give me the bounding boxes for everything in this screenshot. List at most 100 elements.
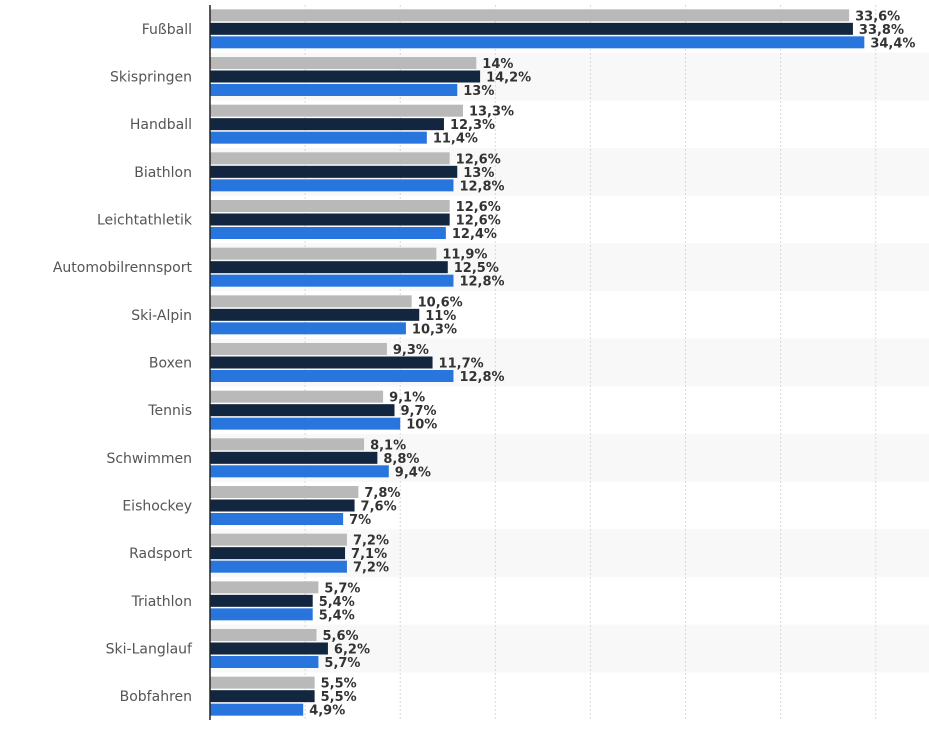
category-label: Bobfahren: [120, 689, 192, 705]
data-label: 7,6%: [361, 500, 397, 515]
bar: [210, 104, 463, 117]
data-label: 7,8%: [364, 486, 400, 501]
bar: [210, 533, 347, 546]
bar: [210, 356, 433, 369]
bar: [210, 581, 319, 594]
data-label: 12,8%: [459, 179, 504, 194]
bar: [210, 656, 319, 668]
data-label: 6,2%: [334, 643, 370, 658]
category-label: Leichtathletik: [97, 213, 193, 229]
data-label: 7%: [349, 513, 371, 528]
category-label: Eishockey: [122, 499, 192, 515]
category-label: Ski-Langlauf: [106, 642, 193, 658]
data-label: 5,7%: [324, 656, 360, 671]
bar: [210, 247, 437, 260]
bar: [210, 57, 477, 69]
data-label: 10,3%: [412, 322, 457, 337]
category-label: Skispringen: [110, 70, 192, 86]
bar: [210, 404, 395, 417]
category-label: Boxen: [149, 356, 192, 372]
data-label: 9,1%: [389, 391, 425, 406]
data-label: 13%: [463, 166, 494, 181]
bar: [210, 594, 313, 607]
bar: [210, 118, 444, 131]
bar: [210, 274, 454, 287]
data-label: 7,2%: [353, 561, 389, 576]
bar: [210, 261, 448, 274]
category-label: Radsport: [129, 546, 192, 562]
bar: [210, 390, 384, 403]
data-label: 14%: [482, 57, 513, 72]
category-label: Automobilrennsport: [53, 260, 193, 276]
bar: [210, 499, 355, 512]
data-label: 11,7%: [439, 357, 484, 372]
data-label: 12,6%: [456, 214, 501, 229]
bar: [210, 513, 344, 525]
data-label: 14,2%: [486, 71, 531, 86]
data-label: 9,7%: [401, 404, 437, 419]
bar: [210, 690, 315, 703]
bar: [210, 343, 387, 355]
bar: [210, 200, 450, 212]
bar: [210, 227, 446, 239]
data-label: 12,8%: [459, 370, 504, 385]
bar: [210, 547, 346, 560]
data-label: 34,4%: [870, 36, 915, 51]
row-band: [210, 624, 929, 673]
data-label: 33,8%: [859, 23, 904, 38]
bar: [210, 295, 412, 308]
data-label: 12,6%: [456, 200, 501, 215]
data-label: 5,6%: [323, 629, 359, 644]
data-label: 12,6%: [456, 152, 501, 167]
data-label: 11,9%: [442, 248, 487, 263]
bar: [210, 9, 850, 22]
data-label: 7,2%: [353, 534, 389, 549]
data-label: 5,5%: [321, 677, 357, 692]
bar: [210, 629, 317, 641]
category-label: Fußball: [142, 22, 192, 38]
data-label: 11,4%: [433, 132, 478, 147]
data-label: 5,5%: [321, 690, 357, 705]
bar: [210, 703, 304, 716]
data-label: 7,1%: [351, 547, 387, 562]
bar: [210, 213, 450, 226]
category-label: Tennis: [147, 403, 192, 419]
data-label: 8,1%: [370, 438, 406, 453]
data-label: 11%: [425, 309, 456, 324]
data-label: 10%: [406, 418, 437, 433]
bar: [210, 165, 458, 178]
data-label: 9,3%: [393, 343, 429, 358]
bar: [210, 676, 315, 689]
category-label: Triathlon: [131, 594, 192, 610]
category-label: Handball: [130, 117, 192, 133]
bar: [210, 131, 427, 144]
category-label: Ski-Alpin: [131, 308, 192, 324]
data-label: 12,8%: [459, 275, 504, 290]
data-label: 13,3%: [469, 105, 514, 120]
data-label: 4,9%: [309, 704, 345, 719]
bar: [210, 322, 406, 335]
data-label: 5,7%: [324, 581, 360, 596]
category-label: Schwimmen: [106, 451, 192, 467]
data-label: 5,4%: [319, 608, 355, 623]
data-label: 12,3%: [450, 118, 495, 133]
category-label: Biathlon: [134, 165, 192, 181]
bar: [210, 179, 454, 192]
bar: [210, 560, 347, 573]
bar: [210, 438, 365, 451]
bar: [210, 308, 420, 321]
bar: [210, 84, 458, 96]
data-label: 10,6%: [418, 295, 463, 310]
data-label: 9,4%: [395, 465, 431, 480]
bar: [210, 370, 454, 382]
bar: [210, 451, 378, 464]
bar: [210, 152, 450, 165]
bar: [210, 36, 865, 49]
bar: [210, 417, 401, 430]
bar: [210, 465, 389, 478]
data-label: 5,4%: [319, 595, 355, 610]
data-label: 12,5%: [454, 261, 499, 276]
data-label: 12,4%: [452, 227, 497, 242]
bar: [210, 70, 481, 83]
